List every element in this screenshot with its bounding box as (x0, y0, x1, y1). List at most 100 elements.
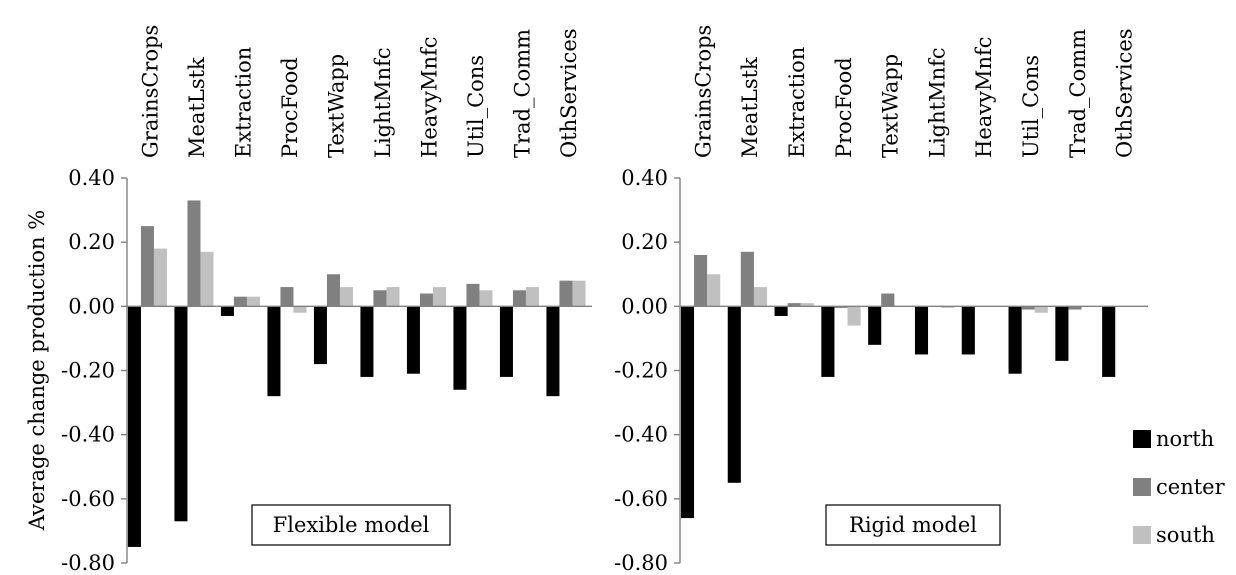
bar-south-meatlstk (200, 251, 214, 307)
model-label-box (825, 504, 1001, 546)
bar-south-trad-comm (525, 287, 539, 307)
bar-north-meatlstk (727, 306, 741, 483)
y-tick-label: 0.40 (621, 166, 668, 190)
bar-north-heavymnfc (961, 306, 975, 355)
bar-south-extraction (800, 303, 814, 307)
bar-south-heavymnfc (432, 287, 446, 307)
category-label-lightmnfc: LightMnfc (925, 47, 949, 158)
bar-center-grainscrops (140, 226, 154, 307)
bar-north-textwapp (313, 306, 327, 365)
bar-center-textwapp (326, 274, 340, 307)
bar-center-othservices (559, 280, 573, 307)
bar-north-util-cons (453, 306, 467, 390)
bar-center-textwapp (881, 293, 895, 307)
bar-south-procfood (847, 306, 861, 326)
bar-center-extraction (787, 303, 801, 307)
category-label-textwapp: TextWapp (879, 54, 903, 158)
category-label-textwapp: TextWapp (324, 54, 348, 158)
category-label-othservices: OthServices (1113, 28, 1137, 158)
model-label: Flexible model (273, 513, 430, 537)
bar-north-extraction (220, 306, 234, 316)
bar-south-grainscrops (707, 274, 721, 307)
bar-center-meatlstk (187, 200, 201, 307)
legend-swatch-center (1133, 478, 1151, 496)
category-label-procfood: ProcFood (278, 57, 302, 158)
y-tick-label: -0.80 (61, 551, 115, 575)
legend-swatch-north (1133, 430, 1151, 448)
bar-north-util-cons (1008, 306, 1022, 374)
bar-north-extraction (774, 306, 788, 316)
y-axis-label: Average change production % (25, 210, 49, 531)
model-label-box (251, 504, 451, 546)
category-label-meatlstk: MeatLstk (738, 57, 762, 158)
y-tick-label: 0.40 (68, 166, 115, 190)
y-tick-label: -0.40 (614, 423, 668, 447)
legend-label-south: south (1156, 523, 1215, 547)
bar-south-grainscrops (153, 248, 167, 307)
bar-north-othservices (1102, 306, 1116, 377)
y-tick-label: -0.40 (61, 423, 115, 447)
bar-center-extraction (233, 296, 247, 307)
bar-north-lightmnfc (914, 306, 929, 355)
bar-center-trad-comm (1068, 306, 1082, 310)
legend-swatch-south (1133, 526, 1151, 544)
bar-south-othservices (572, 280, 586, 307)
bar-center-procfood (834, 306, 848, 308)
bar-north-grainscrops (680, 306, 695, 519)
y-tick-label: 0.20 (621, 230, 668, 254)
category-label-grainscrops: GrainsCrops (691, 25, 715, 158)
bar-center-trad-comm (512, 290, 526, 307)
bar-center-util-cons (466, 283, 480, 307)
y-tick-label: 0.20 (68, 230, 115, 254)
category-label-procfood: ProcFood (832, 57, 856, 158)
category-label-util-cons: Util_Cons (1019, 55, 1043, 158)
bar-south-meatlstk (753, 287, 768, 307)
bar-center-procfood (280, 287, 294, 307)
category-label-extraction: Extraction (785, 47, 809, 158)
bar-center-lightmnfc (373, 290, 387, 307)
flexible-model-panel: 0.40 0.20 0.00 -0.20 -0.40 -0.60 -0.80 GrainsCr… (61, 25, 592, 575)
bar-north-textwapp (868, 306, 882, 345)
bar-north-lightmnfc (360, 306, 374, 377)
bar-center-meatlstk (740, 251, 754, 307)
bar-north-grainscrops (127, 306, 141, 547)
category-label-heavymnfc: HeavyMnfc (972, 36, 996, 158)
bar-north-procfood (267, 306, 281, 397)
chart-legend: north center south (1133, 427, 1226, 547)
model-label: Rigid model (849, 513, 977, 537)
y-tick-label: -0.60 (61, 487, 115, 511)
category-label-extraction: Extraction (231, 47, 255, 158)
bar-center-grainscrops (694, 255, 708, 307)
bar-south-lightmnfc (941, 306, 955, 308)
legend-label-center: center (1156, 475, 1226, 499)
bar-north-trad-comm (499, 306, 513, 377)
bar-south-lightmnfc (386, 287, 400, 307)
category-label-trad-comm: Trad_Comm (510, 29, 534, 158)
y-tick-label: 0.00 (68, 294, 115, 318)
y-tick-label: -0.80 (614, 551, 668, 575)
y-tick-label: -0.20 (614, 359, 668, 383)
bar-south-extraction (246, 296, 260, 307)
category-label-trad-comm: Trad_Comm (1066, 29, 1090, 158)
bar-north-heavymnfc (406, 306, 420, 374)
bar-north-procfood (821, 306, 835, 377)
bar-south-procfood (293, 306, 307, 313)
category-label-util-cons: Util_Cons (464, 55, 488, 158)
y-tick-label: -0.20 (61, 359, 115, 383)
bar-south-util-cons (1034, 306, 1048, 313)
legend-label-north: north (1156, 427, 1214, 451)
y-tick-label: 0.00 (621, 294, 668, 318)
bar-center-heavymnfc (419, 293, 433, 307)
bar-north-meatlstk (174, 306, 188, 522)
bar-south-textwapp (339, 287, 353, 307)
bar-south-util-cons (479, 290, 493, 307)
category-label-lightmnfc: LightMnfc (371, 47, 395, 158)
bar-north-trad-comm (1055, 306, 1069, 361)
category-label-grainscrops: GrainsCrops (138, 25, 162, 158)
y-tick-label: -0.60 (614, 487, 668, 511)
rigid-model-panel: 0.40 0.20 0.00 -0.20 -0.40 -0.60 -0.80 GrainsCr… (614, 25, 1148, 575)
category-label-heavymnfc: HeavyMnfc (417, 36, 441, 158)
bar-center-util-cons (1021, 306, 1035, 310)
category-label-othservices: OthServices (557, 28, 581, 158)
